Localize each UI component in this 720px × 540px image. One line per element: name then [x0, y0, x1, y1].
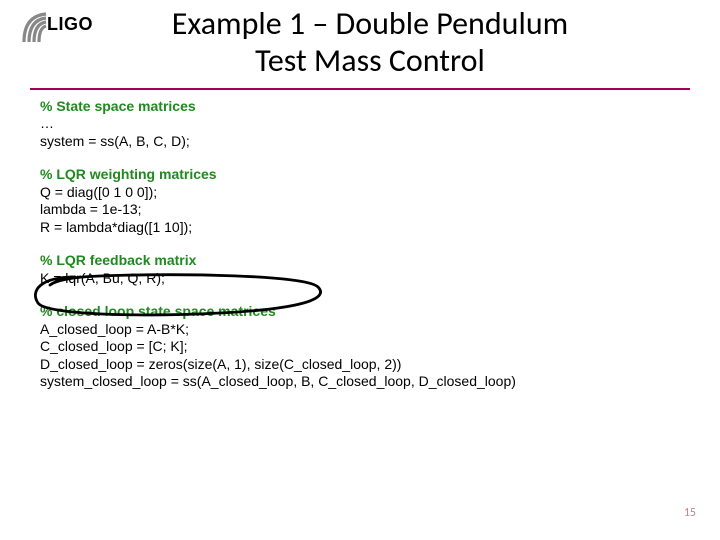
logo-text: LIGO: [47, 14, 93, 35]
code-block: % LQR weighting matrices Q = diag([0 1 0…: [40, 166, 680, 236]
code-line: Q = diag([0 1 0 0]);: [40, 184, 680, 202]
title-line-2: Test Mass Control: [255, 41, 485, 80]
code-line: system = ss(A, B, C, D);: [40, 133, 680, 151]
code-line: A_closed_loop = A-B*K;: [40, 321, 680, 339]
code-comment: % LQR feedback matrix: [40, 252, 680, 270]
code-block: % State space matrices … system = ss(A, …: [40, 98, 680, 151]
slide-title: Example 1 – Double Pendulum Test Mass Co…: [20, 6, 700, 80]
title-line-1: Example 1 – Double Pendulum: [172, 4, 568, 43]
code-line: system_closed_loop = ss(A_closed_loop, B…: [40, 373, 680, 391]
code-content: % State space matrices … system = ss(A, …: [0, 90, 720, 391]
code-comment: % State space matrices: [40, 98, 680, 116]
code-block: % LQR feedback matrix K = lqr(A, Bu, Q, …: [40, 252, 680, 287]
code-line: C_closed_loop = [C; K];: [40, 338, 680, 356]
code-line: …: [40, 115, 680, 133]
logo-swoosh-icon: LIGO: [22, 8, 78, 46]
code-line: lambda = 1e-13;: [40, 201, 680, 219]
code-line: D_closed_loop = zeros(size(A, 1), size(C…: [40, 356, 680, 374]
slide-header: LIGO Example 1 – Double Pendulum Test Ma…: [0, 0, 720, 84]
ligo-logo: LIGO: [22, 8, 78, 46]
code-line: R = lambda*diag([1 10]);: [40, 219, 680, 237]
page-number: 15: [684, 506, 696, 520]
code-block: % closed loop state space matrices A_clo…: [40, 303, 680, 391]
code-comment: % LQR weighting matrices: [40, 166, 680, 184]
code-comment: % closed loop state space matrices: [40, 303, 680, 321]
code-line: K = lqr(A, Bu, Q, R);: [40, 270, 680, 288]
